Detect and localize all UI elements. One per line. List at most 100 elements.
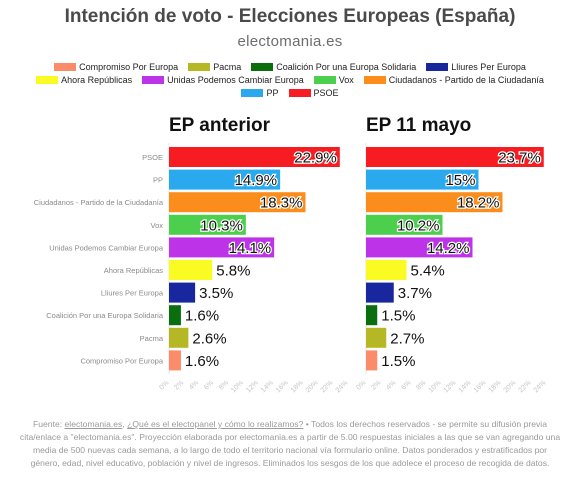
data-label: 22.9% <box>294 150 337 167</box>
bar <box>366 192 503 213</box>
legend-label: Ahora Repúblicas <box>61 75 133 85</box>
category-label: Compromiso Por Europa <box>80 356 163 365</box>
tick-label: 2% <box>370 379 382 391</box>
data-label: 1.5% <box>381 353 415 370</box>
bar <box>366 147 544 167</box>
footer-note: Fuente: electomania.es, ¿Qué es el elect… <box>18 418 562 470</box>
legend-swatch <box>288 89 311 97</box>
legend-item[interactable]: Vox <box>313 74 354 87</box>
bar <box>169 260 213 280</box>
tick-label: 20% <box>305 379 320 394</box>
tick-label: 14% <box>260 379 275 394</box>
bar <box>366 282 394 303</box>
category-label: Vox <box>150 221 163 230</box>
legend-swatch <box>426 63 449 71</box>
legend-label: Coalición Por una Europa Solidaria <box>276 62 417 72</box>
legend-label: Vox <box>338 75 354 85</box>
legend-item[interactable]: Ciudadanos - Partido de la Ciudadanía <box>363 74 544 87</box>
data-label: 18.3% <box>260 195 303 212</box>
tick-label: 12% <box>245 379 260 394</box>
tick-label: 10% <box>428 379 443 394</box>
tick-label: 4% <box>188 379 200 391</box>
data-label: 10.2% <box>397 217 440 234</box>
tick-label: 8% <box>415 379 427 391</box>
legend-item[interactable]: Lliures Per Europa <box>426 61 526 74</box>
bar <box>169 350 181 371</box>
legend-label: PP <box>266 88 279 98</box>
tick-label: 24% <box>335 379 350 394</box>
legend-swatch <box>142 76 165 84</box>
tick-label: 6% <box>203 379 215 391</box>
legend-swatch <box>241 89 264 97</box>
bar <box>366 169 479 190</box>
bar <box>169 327 189 348</box>
data-label: 1.6% <box>185 353 219 370</box>
legend-item[interactable]: Ahora Repúblicas <box>36 74 132 87</box>
bar-chart: PSOE PP Ciudadanos - Partido de la Ciudada… <box>34 115 548 394</box>
bar <box>169 305 181 326</box>
bar <box>169 169 281 190</box>
bar <box>366 214 443 235</box>
category-label: Unidas Podemos Cambiar Europa <box>49 243 164 252</box>
footer-link-electomania[interactable]: electomania.es <box>64 419 123 429</box>
tick-label: 0% <box>158 379 170 391</box>
legend-item[interactable]: Coalición Por una Europa Solidaria <box>251 61 416 74</box>
category-label: Pacma <box>140 334 164 343</box>
data-label: 2.6% <box>192 330 226 347</box>
legend-item[interactable]: Compromiso Por Europa <box>54 61 178 74</box>
data-label: 23.7% <box>498 150 541 167</box>
legend-swatch <box>188 63 211 71</box>
legend-label: Compromiso Por Europa <box>79 62 179 72</box>
legend-item[interactable]: Unidas Podemos Cambiar Europa <box>142 74 304 87</box>
legend-label: Unidas Podemos Cambiar Europa <box>167 75 304 85</box>
data-label: 3.5% <box>199 285 233 302</box>
footer-link-electopanel[interactable]: ¿Qué es el electopanel y cómo lo realiza… <box>127 419 304 429</box>
bar <box>169 192 306 213</box>
panel-title: EP anterior <box>169 115 271 136</box>
tick-label: 18% <box>488 379 503 394</box>
data-label: 2.7% <box>390 330 424 347</box>
tick-label: 8% <box>218 379 230 391</box>
legend-swatch <box>251 63 274 71</box>
legend-label: Lliures Per Europa <box>451 62 526 72</box>
legend-item[interactable]: Pacma <box>188 61 241 74</box>
legend-swatch <box>363 76 386 84</box>
bar <box>169 214 246 235</box>
tick-label: 16% <box>473 379 488 394</box>
legend-item[interactable]: PSOE <box>288 87 339 100</box>
category-label: Lliures Per Europa <box>101 289 164 298</box>
data-label: 14.2% <box>427 240 470 257</box>
category-label: Coalición Por una Europa Solidaria <box>46 311 164 320</box>
tick-label: 6% <box>400 379 412 391</box>
bar <box>366 327 387 348</box>
legend-label: Pacma <box>213 62 242 72</box>
footer-text: • Todos los derechos reservados - se per… <box>19 419 561 468</box>
bar <box>169 237 275 258</box>
data-label: 18.2% <box>457 195 500 212</box>
data-label: 10.3% <box>200 217 243 234</box>
bar <box>169 147 340 167</box>
data-label: 1.6% <box>185 308 219 325</box>
tick-label: 4% <box>385 379 397 391</box>
panel-title: EP 11 mayo <box>366 115 471 136</box>
category-label: PP <box>153 176 163 185</box>
tick-label: 24% <box>533 379 548 394</box>
tick-label: 22% <box>320 379 335 394</box>
data-label: 1.5% <box>381 308 415 325</box>
chart-subtitle: electomania.es <box>237 33 343 50</box>
tick-label: 10% <box>230 379 245 394</box>
tick-label: 12% <box>443 379 458 394</box>
bar <box>366 237 473 258</box>
data-label: 5.4% <box>411 263 445 280</box>
legend-swatch <box>54 63 77 71</box>
tick-label: 20% <box>503 379 518 394</box>
data-label: 15% <box>445 172 475 189</box>
data-label: 5.8% <box>216 263 250 280</box>
legend-swatch <box>36 76 59 84</box>
tick-label: 16% <box>275 379 290 394</box>
legend-item[interactable]: PP <box>241 87 279 100</box>
bar <box>169 282 196 303</box>
tick-label: 22% <box>518 379 533 394</box>
bar <box>366 350 378 371</box>
bar <box>366 305 378 326</box>
